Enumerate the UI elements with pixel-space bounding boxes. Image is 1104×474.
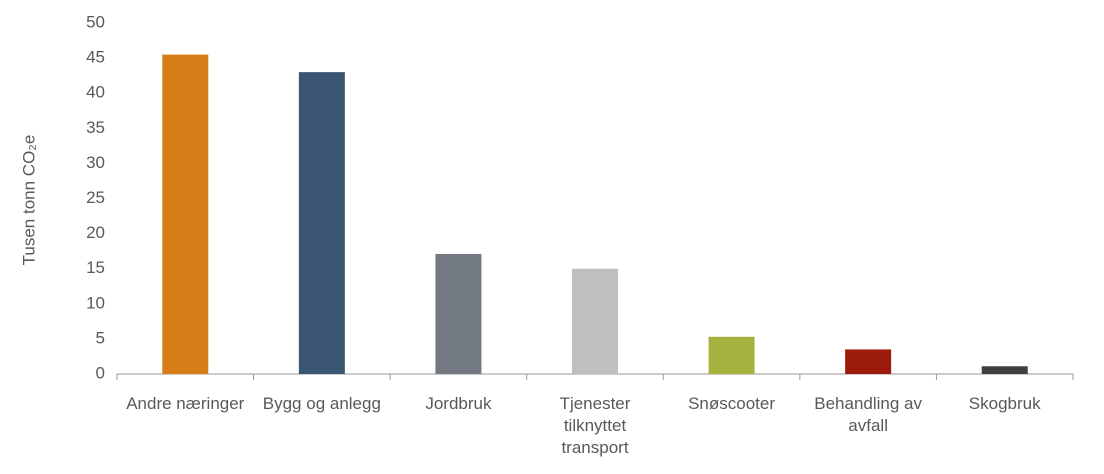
y-tick-label: 10 (86, 293, 105, 312)
bar (981, 366, 1028, 374)
y-tick-label: 5 (96, 328, 105, 347)
x-tick-label: Snøscooter (688, 394, 776, 413)
bar (572, 268, 618, 374)
y-tick-label: 25 (86, 188, 105, 207)
x-tick-label: Jordbruk (425, 394, 492, 413)
bar (298, 72, 345, 374)
y-tick-label: 35 (86, 118, 105, 137)
y-tick-label: 0 (96, 363, 105, 382)
bar (708, 336, 755, 374)
y-tick-label: 15 (86, 258, 105, 277)
x-tick-label: Tjenester tilknyttet transport (559, 394, 631, 457)
y-axis-label: Tusen tonn CO₂e (19, 135, 38, 266)
x-tick-label: Bygg og anlegg (262, 394, 381, 413)
y-tick-label: 50 (86, 12, 105, 31)
bar (435, 253, 482, 374)
y-tick-label: 40 (86, 83, 105, 102)
x-tick-label: Skogbruk (968, 394, 1041, 413)
x-tick-label: Andre næringer (126, 394, 245, 413)
y-tick-label: 45 (86, 48, 105, 67)
y-tick-label: 30 (86, 153, 105, 172)
bar (845, 349, 892, 374)
y-tick-label: 20 (86, 223, 105, 242)
x-tick-label: Behandling av avfall (814, 394, 923, 435)
bar (162, 54, 209, 375)
